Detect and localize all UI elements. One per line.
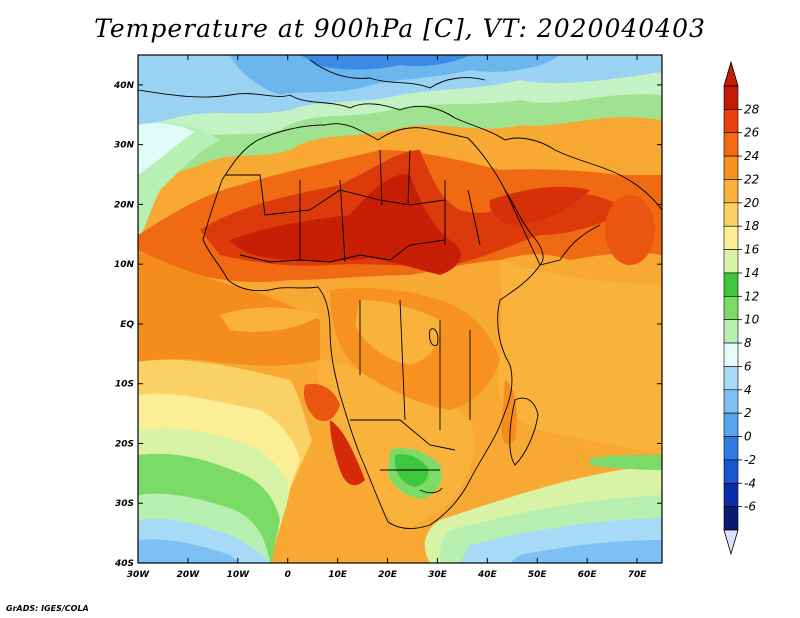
colorbar-swatch (723, 272, 739, 297)
lat-label: 40S (114, 559, 134, 569)
lon-label: 10W (227, 570, 251, 580)
colorbar-swatch (723, 389, 739, 414)
colorbar-swatch (723, 132, 739, 157)
lon-label: 30E (428, 570, 448, 580)
lon-label: 60E (578, 570, 598, 580)
lat-label: 20N (114, 200, 135, 210)
colorbar-label: 2 (744, 406, 752, 420)
map-title: Temperature at 900hPa [C], VT: 202004040… (94, 14, 706, 43)
lon-label: 30W (127, 570, 151, 580)
colorbar-swatch (723, 249, 739, 274)
colorbar-label: 26 (744, 126, 760, 140)
colorbar-swatch (723, 342, 739, 367)
colorbar-swatch (723, 482, 739, 507)
lat-label: 10S (115, 380, 134, 390)
lat-label: 30S (115, 499, 134, 509)
colorbar-label: 12 (744, 289, 759, 303)
lat-label: 20S (115, 439, 134, 449)
colorbar-label: 4 (744, 383, 752, 397)
lon-label: 70E (628, 570, 648, 580)
colorbar-label: 6 (744, 359, 752, 373)
lat-label: 40N (113, 81, 135, 91)
colorbar-label: -4 (744, 476, 756, 490)
coastline-layer (138, 59, 662, 529)
lon-label: 40E (477, 570, 498, 580)
colorbar-swatch (723, 155, 739, 180)
colorbar-label: 8 (744, 336, 752, 350)
colorbar-label: 16 (744, 243, 760, 257)
credit-text: GrADS: IGES/COLA (6, 604, 89, 613)
colorbar-label: 0 (744, 430, 752, 444)
colorbar-swatch (723, 366, 739, 391)
colorbar-label: 10 (744, 313, 760, 327)
colorbar-swatch (723, 412, 739, 437)
colorbar-swatch (723, 109, 739, 134)
lon-label: 50E (528, 570, 548, 580)
colorbar-label: -6 (744, 500, 756, 514)
colorbar-swatch (723, 436, 739, 461)
colorbar-label: 20 (744, 196, 760, 210)
colorbar-top-arrow (723, 60, 739, 87)
colorbar-label: 18 (744, 219, 760, 233)
colorbar-swatch (723, 319, 739, 344)
colorbar-swatch (723, 296, 739, 320)
colorbar-swatch (723, 202, 739, 227)
lon-label: 10E (328, 570, 348, 580)
colorbar-swatch (723, 85, 739, 110)
lon-label: 0 (285, 570, 291, 580)
colorbar-swatch (723, 225, 739, 250)
colorbar-label: 28 (744, 102, 760, 116)
colorbar-swatch (723, 459, 739, 484)
axis-ticks (137, 55, 662, 564)
longitude-axis: 30W 20W 10W 0 10E 20E 30E 40E 50E 60E 70E (127, 570, 647, 580)
lat-label: 30N (114, 141, 135, 151)
colorbar-swatch (723, 506, 739, 531)
colorbar-label: -2 (744, 453, 756, 467)
colorbar-label: 24 (744, 149, 759, 163)
colorbar-label: 22 (744, 172, 759, 186)
latitude-axis: 40N 30N 20N 10N EQ 10S 20S 30S 40S (113, 81, 135, 569)
lat-label: 10N (114, 260, 135, 270)
lon-label: 20E (378, 570, 398, 580)
colorbar-label: 14 (744, 266, 759, 280)
colorbar-swatch (723, 179, 739, 204)
colorbar-bottom-arrow (723, 529, 739, 556)
lat-label: EQ (120, 320, 134, 330)
map-frame (137, 54, 663, 564)
lon-label: 20W (177, 570, 201, 580)
